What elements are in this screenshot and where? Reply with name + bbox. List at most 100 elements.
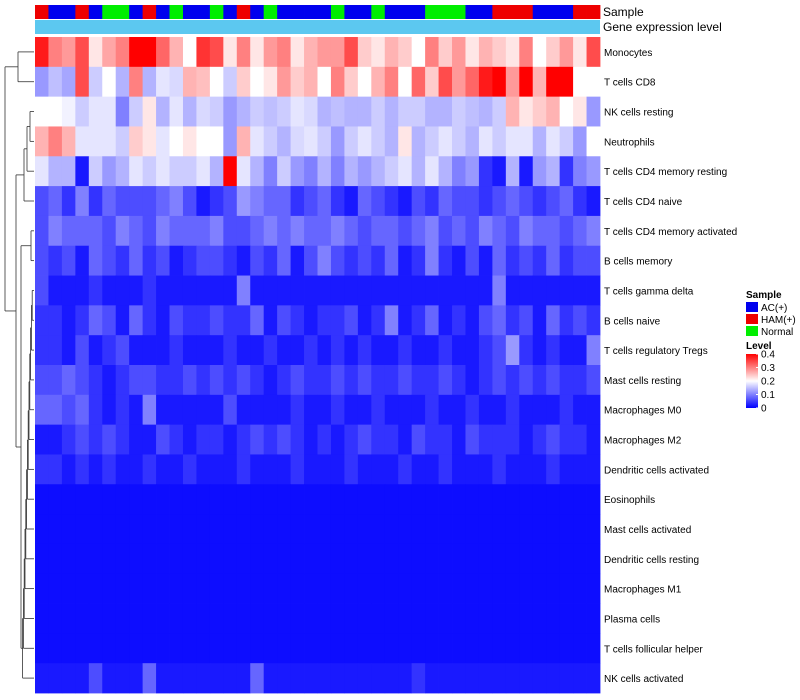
heatmap-cell <box>425 365 439 396</box>
heatmap-cell <box>411 663 426 694</box>
heatmap-cell <box>250 66 265 98</box>
heatmap-cell <box>196 275 211 306</box>
heatmap-cell <box>290 335 305 366</box>
heatmap-cell <box>357 305 372 336</box>
heatmap-cell <box>546 66 561 98</box>
heatmap-cell <box>142 275 157 306</box>
heatmap-cell <box>48 245 63 276</box>
heatmap-cell <box>452 633 466 664</box>
heatmap-cell <box>129 275 144 306</box>
row-label: Dendritic cells activated <box>604 465 709 476</box>
heatmap-cell <box>223 245 238 276</box>
heatmap-cell <box>236 514 251 545</box>
heatmap-cell <box>330 424 345 455</box>
heatmap-cell <box>35 633 49 664</box>
heatmap-cell <box>317 365 332 396</box>
row-label: Plasma cells <box>604 614 660 625</box>
heatmap-cell <box>371 484 386 515</box>
heatmap-cell <box>196 126 211 157</box>
heatmap-cell <box>384 215 399 247</box>
heatmap-cell <box>546 663 561 694</box>
heatmap-cell <box>169 633 184 664</box>
heatmap-cell <box>156 633 170 664</box>
heatmap-cell <box>357 633 372 664</box>
heatmap-cell <box>559 245 574 276</box>
heatmap-cell <box>344 245 359 276</box>
heatmap-cell <box>452 394 466 426</box>
heatmap-cell <box>438 394 453 426</box>
heatmap-cell <box>519 245 534 276</box>
heatmap-cell <box>263 245 278 276</box>
heatmap-cell <box>398 305 413 336</box>
heatmap-cell <box>411 305 426 336</box>
heatmap-cell <box>586 484 601 515</box>
heatmap-cell <box>156 66 170 98</box>
heatmap-cell <box>452 96 466 127</box>
heatmap-cell <box>452 365 466 396</box>
heatmap-cell <box>425 603 439 634</box>
heatmap-cell <box>102 335 117 366</box>
heatmap-cell <box>425 633 439 664</box>
heatmap-cell <box>290 66 305 98</box>
heatmap-cell <box>505 156 520 187</box>
heatmap-cell <box>250 96 265 127</box>
sample-annotation-cell <box>61 5 76 19</box>
heatmap-cell <box>586 245 601 276</box>
heatmap-cell <box>142 424 157 455</box>
heatmap-cell <box>169 96 184 127</box>
heatmap-cell <box>559 633 574 664</box>
heatmap-cell <box>61 663 76 694</box>
heatmap-cell <box>411 484 426 515</box>
sample-annotation-cell <box>277 5 291 19</box>
heatmap-cell <box>398 454 413 485</box>
heatmap-cell <box>75 454 90 485</box>
heatmap-cell <box>519 603 534 634</box>
heatmap-cell <box>478 275 493 306</box>
heatmap-cell <box>492 245 507 276</box>
heatmap-cell <box>452 245 466 276</box>
heatmap-cell <box>290 96 305 127</box>
heatmap-cell <box>465 305 480 336</box>
heatmap-cell <box>398 663 413 694</box>
heatmap-cell <box>317 275 332 306</box>
heatmap-cell <box>465 245 480 276</box>
heatmap-cell <box>330 394 345 426</box>
heatmap-cell <box>88 484 103 515</box>
heatmap-cell <box>452 275 466 306</box>
heatmap-cell <box>398 484 413 515</box>
legend-sample-title: Sample <box>746 290 782 301</box>
heatmap-cell <box>142 454 157 485</box>
heatmap-cell <box>438 424 453 455</box>
heatmap-cell <box>236 365 251 396</box>
heatmap-cell <box>209 245 224 276</box>
heatmap-cell <box>263 37 278 68</box>
heatmap-cell <box>102 275 117 306</box>
heatmap-cell <box>263 215 278 247</box>
heatmap-cell <box>142 156 157 187</box>
heatmap-cell <box>169 215 184 247</box>
heatmap-cell <box>357 573 372 604</box>
heatmap-cell <box>169 37 184 68</box>
heatmap-cell <box>129 66 144 98</box>
heatmap-cell <box>182 96 197 127</box>
heatmap-cell <box>573 37 587 68</box>
heatmap-cell <box>277 156 291 187</box>
sample-annotation-cell <box>398 5 413 19</box>
heatmap-cell <box>425 454 439 485</box>
heatmap-cell <box>48 454 63 485</box>
heatmap-cell <box>317 305 332 336</box>
heatmap-cell <box>88 215 103 247</box>
heatmap-cell <box>492 514 507 545</box>
heatmap-cell <box>384 394 399 426</box>
heatmap-cell <box>196 663 211 694</box>
sample-annotation-cell <box>48 5 63 19</box>
heatmap-cell <box>35 454 49 485</box>
heatmap-cell <box>129 603 144 634</box>
heatmap-cell <box>250 573 265 604</box>
sample-annotation-cell <box>290 5 305 19</box>
heatmap-cell <box>411 394 426 426</box>
heatmap-cell <box>304 335 318 366</box>
heatmap-cell <box>330 514 345 545</box>
heatmap-cell <box>505 484 520 515</box>
heatmap-cell <box>129 335 144 366</box>
